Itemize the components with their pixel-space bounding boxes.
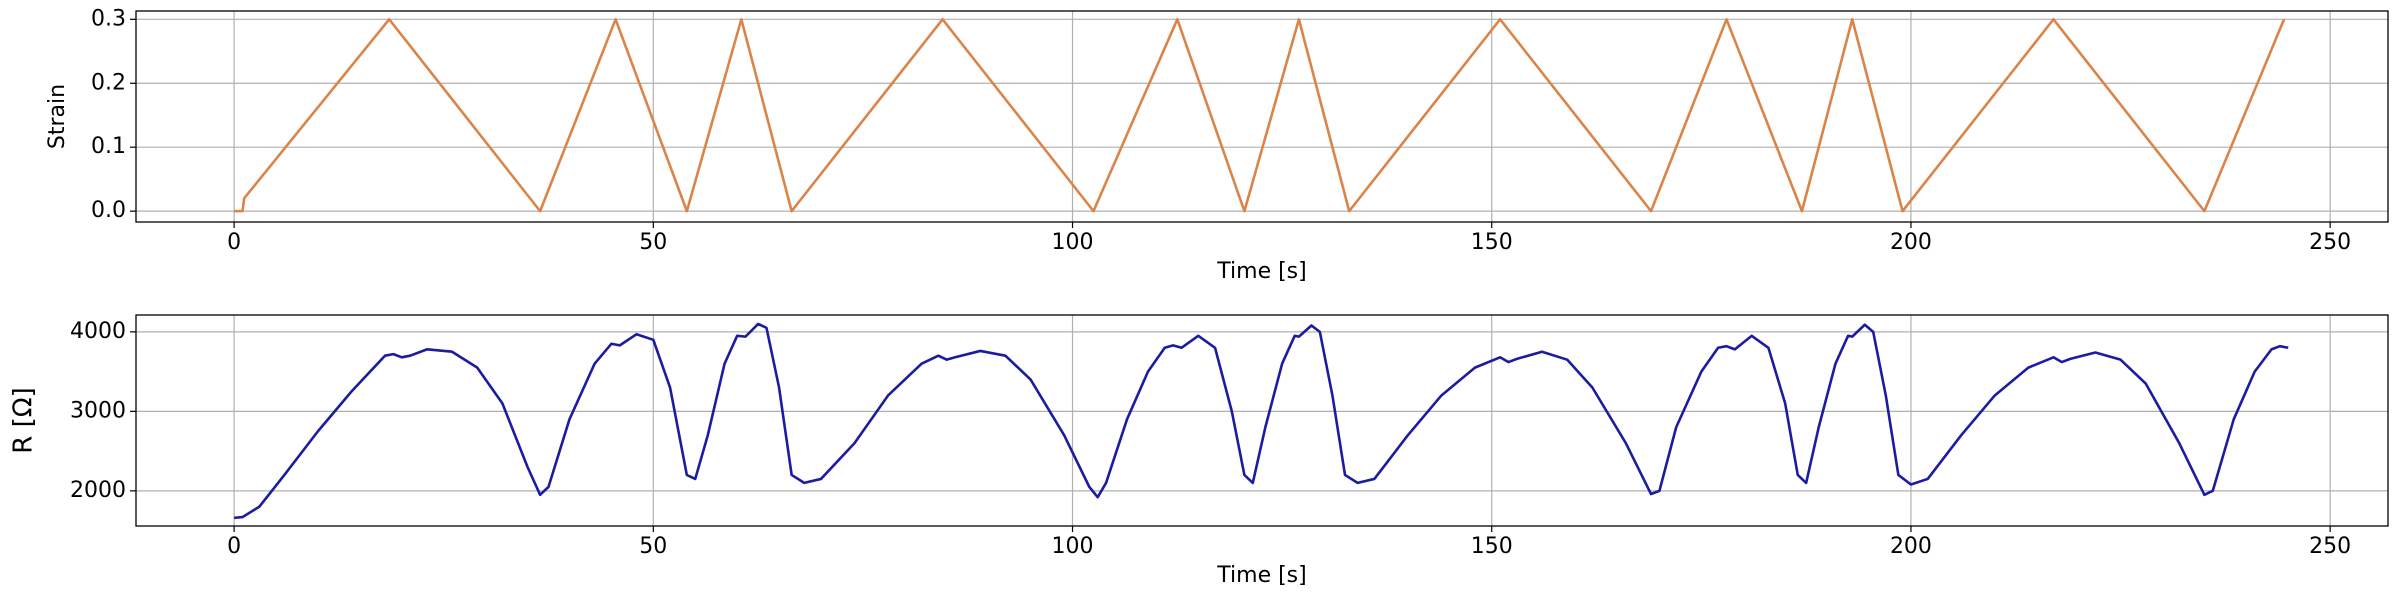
y-tick-label: 0.0 xyxy=(91,198,126,223)
x-tick-label: 50 xyxy=(639,534,667,559)
axes-frame xyxy=(135,314,2389,527)
y-tick-label: 3000 xyxy=(70,398,126,423)
x-axis-label: Time [s] xyxy=(1216,259,1306,284)
x-tick-label: 0 xyxy=(227,230,241,255)
x-axis-label: Time [s] xyxy=(1216,563,1306,588)
y-tick-label: 0.3 xyxy=(91,6,126,31)
x-tick-label: 100 xyxy=(1052,230,1094,255)
y-axis-label: Strain xyxy=(45,84,70,149)
axes-frame xyxy=(135,10,2389,223)
x-tick-label: 200 xyxy=(1890,230,1932,255)
x-tick-label: 250 xyxy=(2309,534,2351,559)
plot-area xyxy=(234,18,2286,213)
x-tick-label: 200 xyxy=(1890,534,1932,559)
y-tick-label: 4000 xyxy=(70,319,126,344)
y-tick-label: 0.2 xyxy=(91,70,126,95)
x-tick-label: 50 xyxy=(639,230,667,255)
plot-area xyxy=(233,322,2289,520)
x-tick-label: 100 xyxy=(1052,534,1094,559)
y-axis-label: R [Ω] xyxy=(9,387,39,454)
x-tick-label: 0 xyxy=(227,534,241,559)
y-tick-label: 2000 xyxy=(70,478,126,503)
x-tick-label: 150 xyxy=(1471,230,1513,255)
x-tick-label: 250 xyxy=(2309,230,2351,255)
data-line xyxy=(233,322,2289,520)
data-line xyxy=(234,18,2286,213)
x-tick-label: 150 xyxy=(1471,534,1513,559)
y-tick-label: 0.1 xyxy=(91,134,126,159)
